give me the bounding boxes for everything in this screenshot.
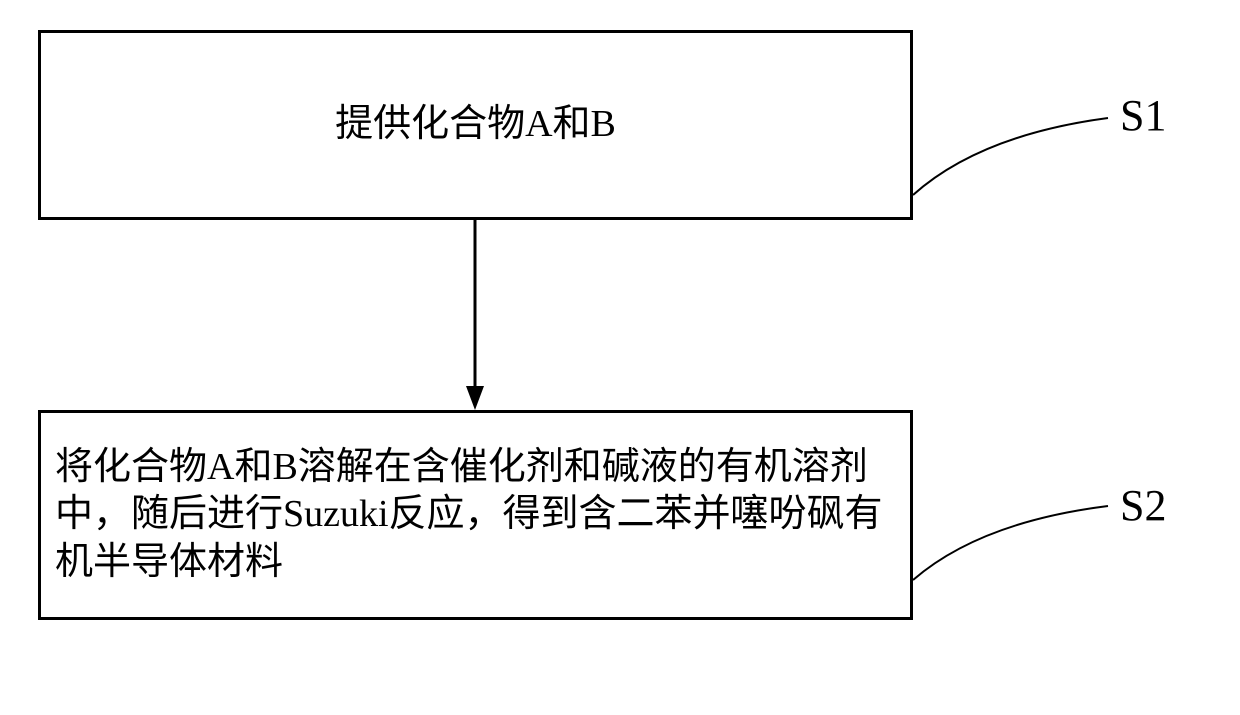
label-connectors [913,118,1108,580]
step-label-s2: S2 [1120,480,1166,531]
diagram-canvas: 提供化合物A和B 将化合物A和B溶解在含催化剂和碱液的有机溶剂中，随后进行Suz… [0,0,1240,715]
flow-arrow [466,220,484,410]
flowchart-step-1: 提供化合物A和B [38,30,913,220]
flowchart-step-2-text: 将化合物A和B溶解在含催化剂和碱液的有机溶剂中，随后进行Suzuki反应，得到含… [55,444,896,587]
flowchart-step-1-text: 提供化合物A和B [51,101,900,149]
step-label-s1: S1 [1120,90,1166,141]
flowchart-step-2: 将化合物A和B溶解在含催化剂和碱液的有机溶剂中，随后进行Suzuki反应，得到含… [38,410,913,620]
